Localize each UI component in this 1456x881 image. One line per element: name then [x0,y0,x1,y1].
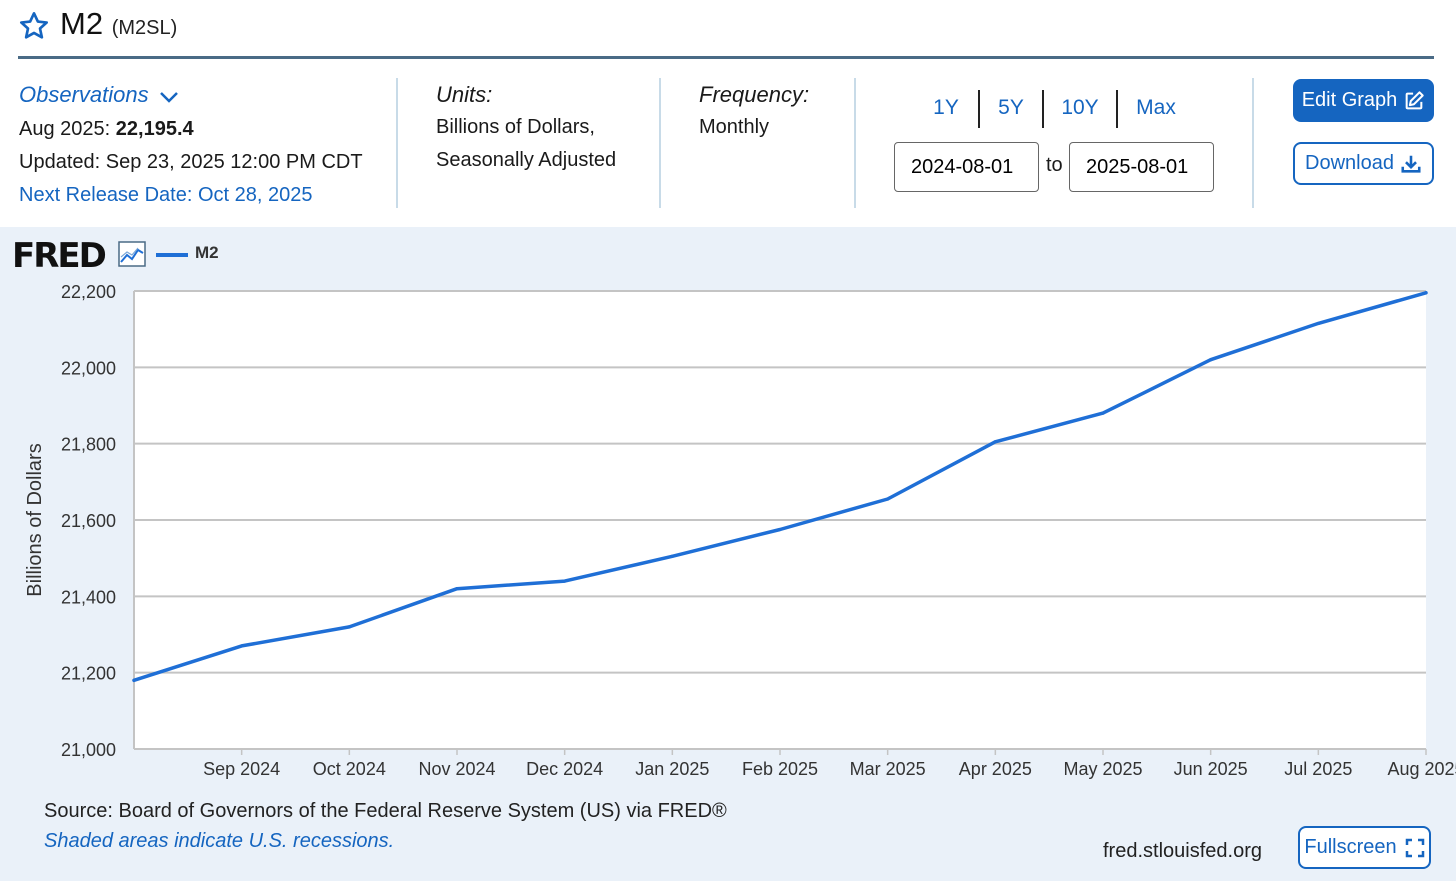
x-tick-label: Nov 2024 [418,759,495,779]
frequency-panel: Frequency: Monthly [699,78,809,144]
info-divider [854,78,856,208]
y-tick-label: 21,400 [61,587,116,607]
site-url: fred.stlouisfed.org [1103,840,1262,862]
info-divider [659,78,661,208]
to-label: to [1046,154,1063,176]
units-label: Units: [436,82,493,107]
x-tick-label: Dec 2024 [526,759,603,779]
edit-graph-label: Edit Graph [1301,89,1398,111]
latest-observation: Aug 2025: 22,195.4 [19,113,363,146]
data-point [1209,358,1213,362]
x-tick-label: Oct 2024 [313,759,386,779]
star-icon[interactable] [18,10,50,42]
data-point [347,625,351,629]
x-tick-label: Jul 2025 [1284,759,1352,779]
range-10y-link[interactable]: 10Y [1061,96,1099,119]
fred-logo: FRED [12,236,107,276]
y-tick-label: 21,800 [61,435,116,455]
download-button[interactable]: Download [1293,142,1434,185]
range-separator [1042,90,1044,128]
frequency-value: Monthly [699,116,770,138]
info-divider [1252,78,1254,208]
fullscreen-icon [1405,838,1424,857]
data-point [132,678,136,682]
line-chart: 21,000 21,200 21,400 21,600 21,800 22,000 22,2… [24,282,1456,779]
data-point [886,497,890,501]
source-text: Source: Board of Governors of the Federa… [44,800,727,822]
y-tick-label: 22,000 [61,358,116,378]
legend-swatch [156,253,188,257]
range-1y-link[interactable]: 1Y [933,96,959,119]
fullscreen-button[interactable]: Fullscreen [1298,826,1431,869]
x-tick-label: Jun 2025 [1174,759,1248,779]
range-links: 1Y 5Y 10Y Max [914,90,1194,130]
series-code: (M2SL) [111,17,178,39]
x-tick-label: May 2025 [1063,759,1142,779]
page-title: M2 (M2SL) [60,6,177,42]
data-point [778,527,782,532]
y-tick-label: 21,600 [61,511,116,531]
recession-note-link[interactable]: Shaded areas indicate U.S. recessions. [44,830,395,852]
legend-label: M2 [195,243,219,262]
header-divider [18,56,1434,59]
data-point [1316,321,1320,326]
next-release-link[interactable]: Next Release Date: Oct 28, 2025 [19,184,313,206]
observations-dropdown[interactable]: Observations [19,78,363,113]
x-tick-label: Apr 2025 [959,759,1032,779]
units-line-2: Seasonally Adjusted [436,149,617,171]
series-title: M2 [60,6,104,41]
data-point [455,587,459,591]
start-date-input[interactable] [894,142,1039,192]
data-point [1424,291,1428,295]
data-point [1101,411,1105,415]
x-tick-label: Feb 2025 [742,759,818,779]
updated-text: Updated: Sep 23, 2025 12:00 PM CDT [19,151,363,173]
frequency-label: Frequency: [699,82,810,107]
range-max-link[interactable]: Max [1136,96,1176,119]
end-date-input[interactable] [1069,142,1214,192]
x-tick-label: Aug 2025 [1387,759,1456,779]
y-tick-label: 21,200 [61,664,116,684]
units-panel: Units: Billions of Dollars, Seasonally A… [436,78,616,177]
chevron-down-icon [160,91,179,103]
latest-value: 22,195.4 [115,118,194,140]
units-line-1: Billions of Dollars, [436,116,595,138]
observations-panel: Observations Aug 2025: 22,195.4 Updated:… [19,78,363,212]
edit-icon [1405,90,1425,109]
x-tick-label: Mar 2025 [850,759,926,779]
y-tick-label: 22,200 [61,282,116,302]
line-chart-icon [118,241,146,267]
download-icon [1401,155,1421,173]
range-5y-link[interactable]: 5Y [998,96,1024,119]
range-separator [978,90,980,128]
y-tick-label: 21,000 [61,740,116,760]
range-separator [1116,90,1118,128]
x-tick-label: Sep 2024 [203,759,280,779]
series-header: M2 (M2SL) [0,0,1456,60]
edit-graph-button[interactable]: Edit Graph [1293,79,1434,122]
data-point [993,440,997,444]
info-divider [396,78,398,208]
y-axis-label: Billions of Dollars [24,443,46,596]
observations-link[interactable]: Observations [19,82,149,107]
download-label: Download [1305,152,1394,174]
data-point [240,644,244,648]
x-tick-label: Jan 2025 [635,759,709,779]
data-point [670,554,674,558]
latest-label: Aug 2025: [19,118,111,140]
fullscreen-label: Fullscreen [1304,836,1397,858]
data-point [563,579,567,583]
